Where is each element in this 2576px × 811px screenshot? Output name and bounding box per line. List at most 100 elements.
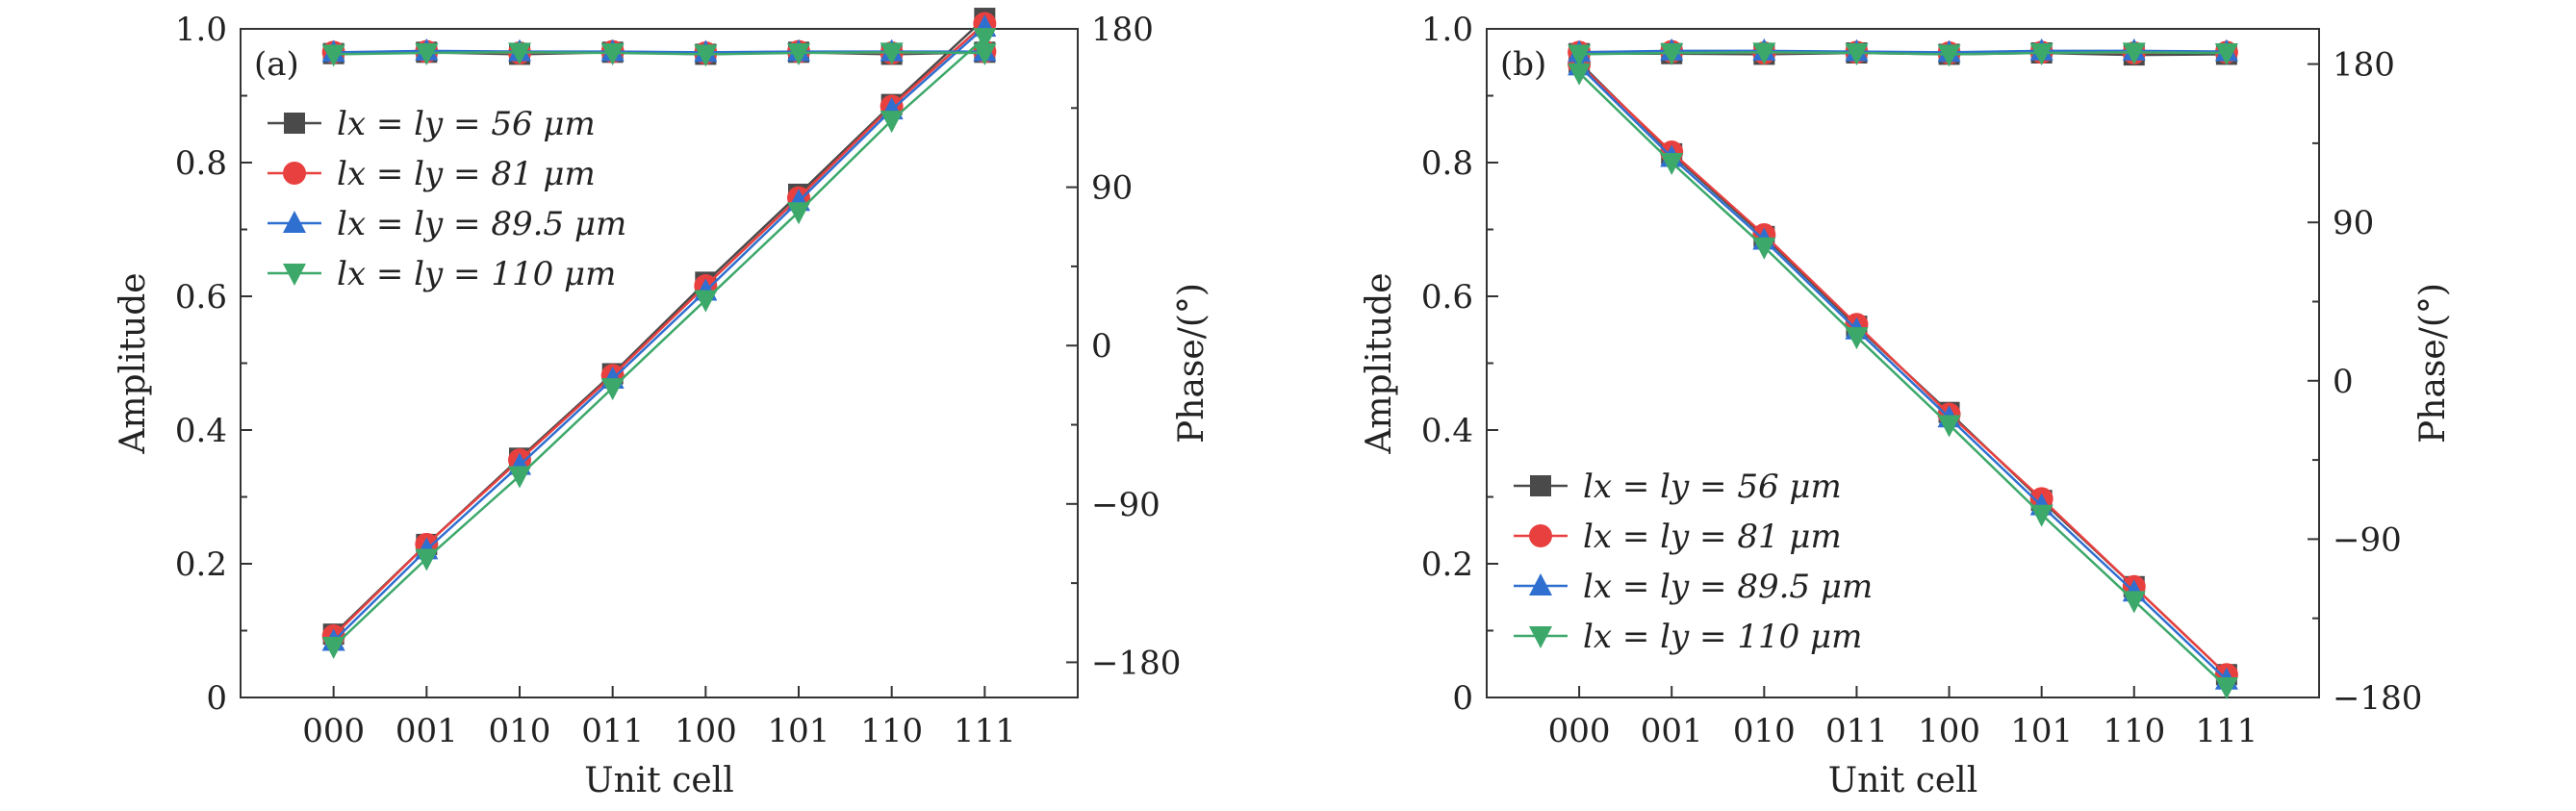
amplitude-point <box>973 43 997 66</box>
x-tick-label: 001 <box>1641 712 1703 750</box>
legend-label: lx = ly = 110 μm <box>1583 618 1862 656</box>
phase-point <box>694 290 718 313</box>
amplitude-point <box>2029 43 2053 66</box>
phase-point <box>973 28 997 51</box>
left-axis-title: Amplitude <box>1360 272 1399 454</box>
amplitude-point <box>2214 43 2238 66</box>
amplitude-point <box>508 42 531 65</box>
legend-marker <box>283 211 306 233</box>
phase-point <box>1752 237 1776 260</box>
legend-marker <box>283 264 306 286</box>
phase-point <box>1845 327 1869 350</box>
left-tick-label: 1.0 <box>1421 11 1473 49</box>
x-axis-title: Unit cell <box>1828 761 1977 800</box>
legend-label: lx = ly = 89.5 μm <box>337 205 626 243</box>
x-tick-label: 101 <box>768 712 830 750</box>
x-tick-label: 000 <box>302 712 365 750</box>
left-tick-label: 0.8 <box>1421 144 1473 183</box>
amplitude-point <box>321 44 345 67</box>
panel-b: 0 0.2 0.4 0.6 0.8 1.0 −180 −90 0 90 180 000 001 010 01… <box>1360 11 2453 800</box>
phase-line <box>1578 71 2228 688</box>
amplitude-point <box>1937 44 1961 67</box>
legend-marker <box>1529 626 1552 648</box>
phase-point <box>880 111 904 134</box>
amplitude-point <box>787 43 810 66</box>
phase-point <box>2029 504 2053 527</box>
left-tick-label: 0.4 <box>1421 412 1473 450</box>
phase-point <box>787 202 810 225</box>
phase-point <box>508 466 531 489</box>
phase-line <box>332 26 986 643</box>
legend-label: lx = ly = 89.5 μm <box>1583 568 1873 606</box>
amplitude-line <box>1579 51 2227 56</box>
amplitude-point <box>1752 42 1776 65</box>
left-tick-label: 0.2 <box>175 545 227 584</box>
x-tick-label: 110 <box>2103 712 2165 750</box>
phase-point <box>321 636 345 659</box>
legend-label: lx = ly = 81 μm <box>1583 518 1842 556</box>
right-tick-label: 90 <box>2333 204 2374 242</box>
right-tick-label: −90 <box>2333 520 2402 559</box>
legend: lx = ly = 56 μm lx = ly = 81 μm lx = ly = … <box>1514 468 1873 656</box>
legend-label: lx = ly = 56 μm <box>1583 468 1842 506</box>
amplitude-point <box>694 44 718 67</box>
amplitude-point <box>880 42 904 65</box>
right-axis-title: Phase/(°) <box>2413 283 2453 444</box>
right-tick-label: 0 <box>2333 363 2354 401</box>
right-tick-label: 180 <box>1091 11 1154 49</box>
left-tick-label: 0.4 <box>175 412 227 450</box>
amplitude-point <box>2122 42 2146 65</box>
series-3 <box>321 28 997 659</box>
x-tick-label: 010 <box>1733 712 1796 750</box>
x-tick-label: 101 <box>2010 712 2073 750</box>
legend-marker <box>1529 573 1552 596</box>
right-tick-label: 0 <box>1091 327 1112 366</box>
left-tick-label: 0 <box>1452 679 1473 718</box>
right-axis-title: Phase/(°) <box>1172 283 1211 444</box>
legend-marker <box>1529 524 1552 547</box>
phase-point <box>1660 153 1684 175</box>
phase-point <box>1568 63 1592 86</box>
amplitude-point <box>1568 44 1592 67</box>
phase-point <box>600 378 625 401</box>
phase-point <box>1937 415 1961 438</box>
phase-point <box>2122 591 2146 614</box>
phase-line <box>1578 64 2228 681</box>
x-axis-title: Unit cell <box>584 761 733 800</box>
x-tick-label: 011 <box>581 712 644 750</box>
amplitude-point <box>1660 43 1684 66</box>
phase-line <box>332 37 986 647</box>
amplitude-point <box>1845 43 1869 66</box>
legend-label: lx = ly = 110 μm <box>337 255 616 293</box>
x-tick-label: 111 <box>2195 712 2257 750</box>
x-tick-label: 111 <box>954 712 1016 750</box>
panel-label: (a) <box>254 45 299 84</box>
left-tick-label: 0.2 <box>1421 545 1473 584</box>
left-tick-label: 0.8 <box>175 144 227 183</box>
x-tick-label: 011 <box>1825 712 1888 750</box>
x-tick-label: 000 <box>1548 712 1611 750</box>
x-tick-label: 110 <box>860 712 923 750</box>
legend-marker <box>1530 475 1551 496</box>
phase-point <box>2214 677 2238 700</box>
amplitude-point <box>415 43 439 66</box>
phase-line <box>332 22 986 637</box>
panel-label: (b) <box>1500 45 1546 84</box>
right-tick-label: 90 <box>1091 169 1133 208</box>
x-tick-label: 100 <box>1918 712 1980 750</box>
right-tick-label: −180 <box>2333 679 2422 718</box>
legend: lx = ly = 56 μm lx = ly = 81 μm lx = ly = … <box>268 105 626 293</box>
left-tick-label: 1.0 <box>175 11 227 49</box>
legend-marker <box>284 113 305 134</box>
amplitude-line <box>333 51 985 56</box>
left-axis-title: Amplitude <box>114 272 153 454</box>
x-tick-label: 100 <box>675 712 737 750</box>
left-tick-label: 0 <box>206 679 227 718</box>
amplitude-point <box>600 43 625 66</box>
panel-a: 0 0.2 0.4 0.6 0.8 1.0 −180 −90 0 90 180 000 001 010 01… <box>114 8 1211 800</box>
phase-line <box>1578 63 2228 676</box>
right-tick-label: 180 <box>2333 46 2395 85</box>
right-tick-label: −90 <box>1091 486 1160 524</box>
x-tick-label: 010 <box>489 712 551 750</box>
